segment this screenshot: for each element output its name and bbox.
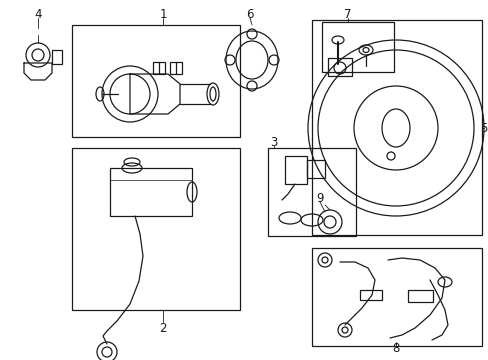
Bar (306, 160, 325, 178)
Text: 5: 5 (479, 122, 487, 135)
Bar (327, 58, 351, 76)
Bar (321, 22, 393, 72)
Text: 4: 4 (34, 8, 41, 21)
Bar (407, 290, 432, 302)
Bar (311, 248, 481, 346)
Bar (285, 156, 306, 184)
Bar (72, 148, 240, 310)
Bar (311, 20, 481, 235)
Bar (153, 62, 164, 74)
Bar (359, 290, 381, 300)
Text: 7: 7 (344, 8, 351, 21)
Bar (170, 62, 182, 74)
Text: 6: 6 (246, 8, 253, 21)
Text: 2: 2 (159, 321, 166, 334)
Text: 9: 9 (316, 192, 323, 204)
Text: 3: 3 (270, 135, 277, 148)
Bar (267, 148, 355, 236)
Text: 8: 8 (391, 342, 399, 355)
Text: 1: 1 (159, 8, 166, 21)
Bar (52, 50, 62, 64)
Bar (110, 168, 192, 216)
Bar (72, 25, 240, 137)
